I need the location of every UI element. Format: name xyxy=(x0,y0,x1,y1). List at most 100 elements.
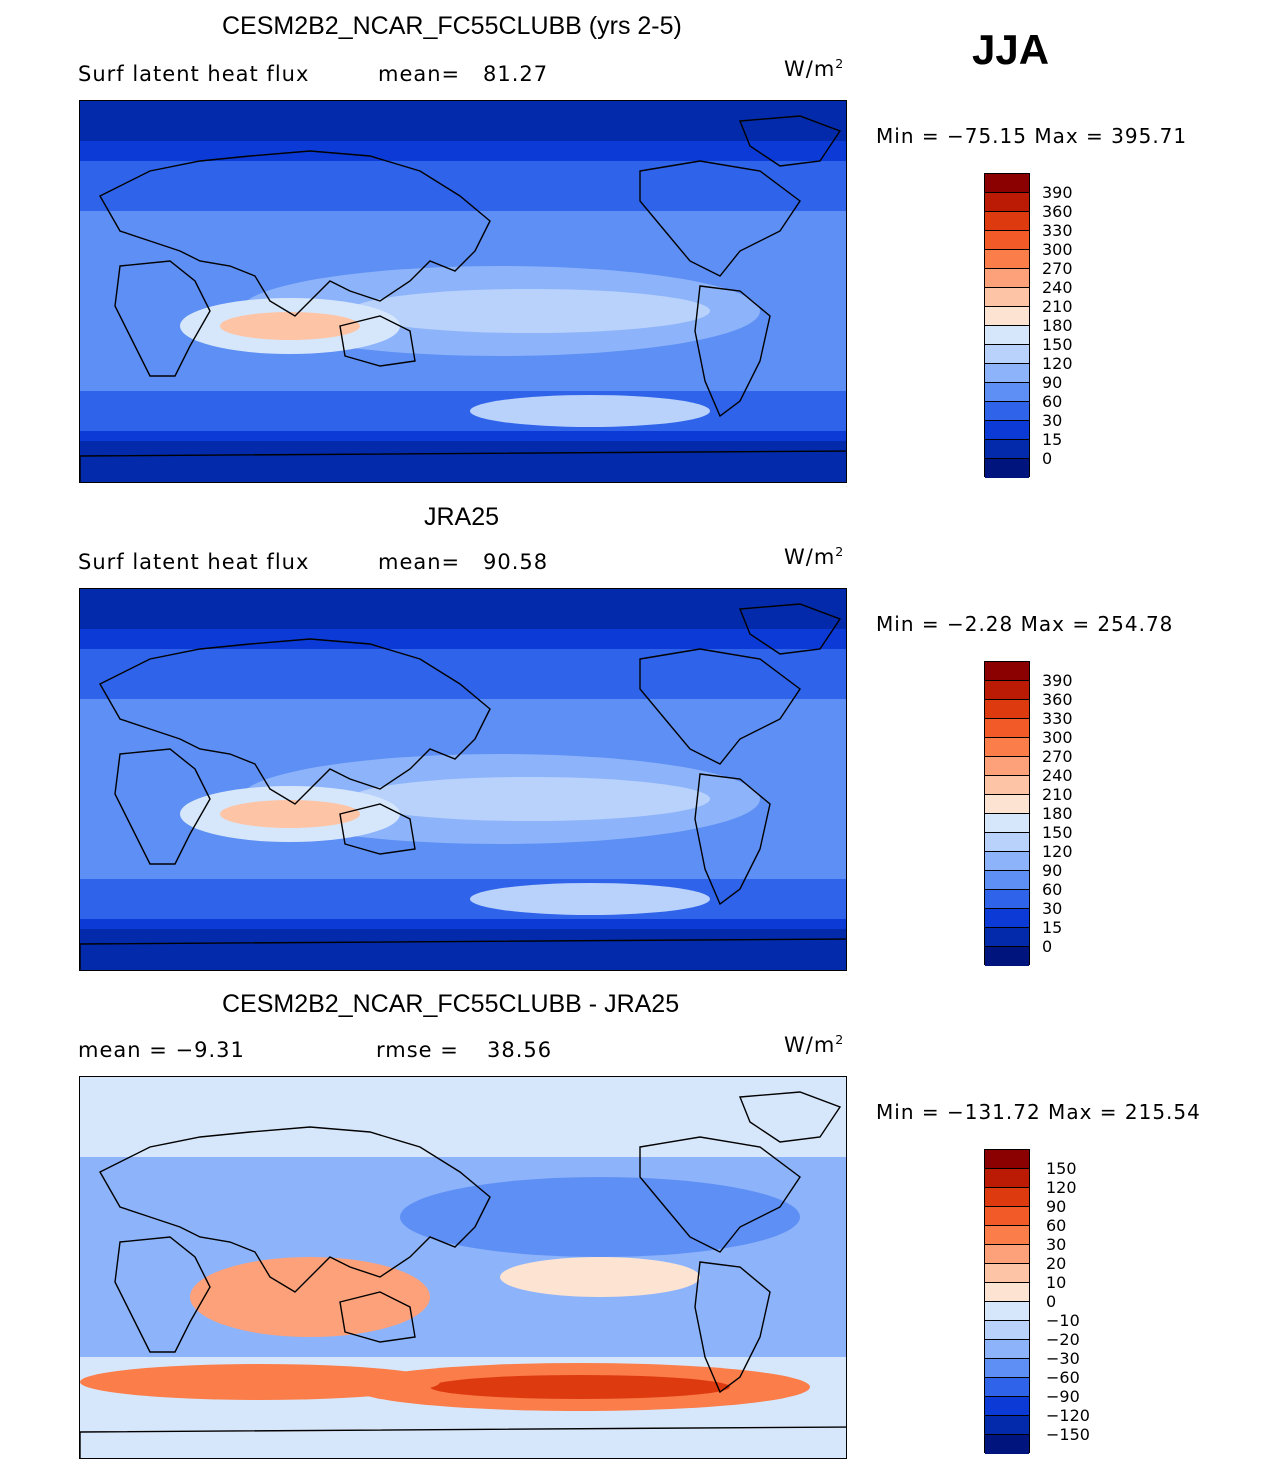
colorbar-tick-label: −150 xyxy=(1046,1425,1090,1444)
colorbar-swatch xyxy=(985,1188,1029,1207)
colorbar-tick-label: 150 xyxy=(1042,823,1073,842)
colorbar-tick-label: 90 xyxy=(1042,373,1063,392)
panel1-title: CESM2B2_NCAR_FC55CLUBB (yrs 2-5) xyxy=(222,12,682,40)
colorbar-swatch xyxy=(985,890,1029,909)
colorbar-swatch xyxy=(985,307,1029,326)
colorbar-tick-label: 0 xyxy=(1042,449,1053,468)
colorbar-swatch xyxy=(985,421,1029,440)
colorbar-tick-label: 210 xyxy=(1042,297,1073,316)
colorbar-tick-label: 120 xyxy=(1042,354,1073,373)
colorbar-swatch xyxy=(985,1435,1029,1454)
colorbar-tick-label: 15 xyxy=(1042,430,1063,449)
colorbar-tick-label: 240 xyxy=(1042,278,1073,297)
colorbar-tick-label: −120 xyxy=(1046,1406,1090,1425)
colorbar-swatch xyxy=(985,757,1029,776)
colorbar-tick-label: 210 xyxy=(1042,785,1073,804)
panel3-map-svg xyxy=(80,1077,846,1458)
panel2-map-svg xyxy=(80,589,846,970)
colorbar-swatch xyxy=(985,776,1029,795)
colorbar-swatch xyxy=(985,852,1029,871)
colorbar-swatch xyxy=(985,928,1029,947)
panel1-colorbar xyxy=(984,173,1030,478)
colorbar-tick-label: 300 xyxy=(1042,728,1073,747)
colorbar-swatch xyxy=(985,1378,1029,1397)
colorbar-tick-label: 60 xyxy=(1046,1216,1067,1235)
panel3-rmse-value: 38.56 xyxy=(487,1038,553,1062)
colorbar-swatch xyxy=(985,364,1029,383)
colorbar-swatch xyxy=(985,269,1029,288)
colorbar-tick-label: 120 xyxy=(1042,842,1073,861)
colorbar-swatch xyxy=(985,681,1029,700)
colorbar-tick-label: 120 xyxy=(1046,1178,1077,1197)
panel3-title: CESM2B2_NCAR_FC55CLUBB - JRA25 xyxy=(222,990,680,1018)
colorbar-swatch xyxy=(985,1302,1029,1321)
colorbar-tick-label: 180 xyxy=(1042,316,1073,335)
panel2-colorbar xyxy=(984,661,1030,966)
panel2-units: W/m2 xyxy=(784,544,845,569)
colorbar-swatch xyxy=(985,1340,1029,1359)
colorbar-tick-label: 150 xyxy=(1046,1159,1077,1178)
colorbar-swatch xyxy=(985,1226,1029,1245)
colorbar-tick-label: 360 xyxy=(1042,202,1073,221)
panel2-variable-label: Surf latent heat flux xyxy=(78,550,310,574)
panel3-colorbar xyxy=(984,1149,1030,1454)
colorbar-tick-label: 270 xyxy=(1042,259,1073,278)
colorbar-tick-label: −10 xyxy=(1046,1311,1080,1330)
colorbar-swatch xyxy=(985,193,1029,212)
colorbar-tick-label: 0 xyxy=(1046,1292,1057,1311)
panel3-rmse-label: rmse = xyxy=(376,1038,459,1062)
colorbar-swatch xyxy=(985,795,1029,814)
colorbar-swatch xyxy=(985,326,1029,345)
panel2-mean-value: 90.58 xyxy=(483,550,549,574)
colorbar-tick-label: 90 xyxy=(1042,861,1063,880)
colorbar-tick-label: 360 xyxy=(1042,690,1073,709)
colorbar-tick-label: −30 xyxy=(1046,1349,1080,1368)
colorbar-tick-label: 20 xyxy=(1046,1254,1067,1273)
colorbar-tick-label: 15 xyxy=(1042,918,1063,937)
colorbar-swatch xyxy=(985,1245,1029,1264)
colorbar-swatch xyxy=(985,402,1029,421)
panel2-mean-label: mean= xyxy=(378,550,461,574)
colorbar-tick-label: 30 xyxy=(1042,899,1063,918)
season-label: JJA xyxy=(972,26,1050,73)
colorbar-swatch xyxy=(985,1359,1029,1378)
panel2-map xyxy=(79,588,847,971)
colorbar-swatch xyxy=(985,738,1029,757)
colorbar-swatch xyxy=(985,1397,1029,1416)
colorbar-tick-label: 10 xyxy=(1046,1273,1067,1292)
colorbar-swatch xyxy=(985,1283,1029,1302)
colorbar-swatch xyxy=(985,174,1029,193)
panel1-mean-value: 81.27 xyxy=(483,62,549,86)
colorbar-swatch xyxy=(985,250,1029,269)
colorbar-tick-label: 330 xyxy=(1042,709,1073,728)
panel3-map xyxy=(79,1076,847,1459)
panel3-units: W/m2 xyxy=(784,1032,845,1057)
colorbar-tick-label: 270 xyxy=(1042,747,1073,766)
colorbar-tick-label: −20 xyxy=(1046,1330,1080,1349)
panel1-minmax: Min = −75.15 Max = 395.71 xyxy=(876,124,1188,148)
colorbar-swatch xyxy=(985,1169,1029,1188)
panel1-units: W/m2 xyxy=(784,56,845,81)
panel3-mean-text: mean = −9.31 xyxy=(78,1038,245,1062)
panel1-mean-label: mean= xyxy=(378,62,461,86)
colorbar-tick-label: 240 xyxy=(1042,766,1073,785)
panel2-minmax: Min = −2.28 Max = 254.78 xyxy=(876,612,1174,636)
colorbar-swatch xyxy=(985,947,1029,966)
colorbar-swatch xyxy=(985,719,1029,738)
colorbar-tick-label: −90 xyxy=(1046,1387,1080,1406)
colorbar-tick-label: 60 xyxy=(1042,392,1063,411)
colorbar-swatch xyxy=(985,1321,1029,1340)
colorbar-swatch xyxy=(985,1416,1029,1435)
colorbar-tick-label: 180 xyxy=(1042,804,1073,823)
colorbar-swatch xyxy=(985,909,1029,928)
panel1-map-svg xyxy=(80,101,846,482)
colorbar-tick-label: 0 xyxy=(1042,937,1053,956)
colorbar-tick-label: 90 xyxy=(1046,1197,1067,1216)
colorbar-tick-label: 390 xyxy=(1042,183,1073,202)
colorbar-tick-label: 30 xyxy=(1046,1235,1067,1254)
colorbar-swatch xyxy=(985,440,1029,459)
colorbar-swatch xyxy=(985,1207,1029,1226)
colorbar-swatch xyxy=(985,700,1029,719)
colorbar-swatch xyxy=(985,459,1029,478)
colorbar-swatch xyxy=(985,833,1029,852)
